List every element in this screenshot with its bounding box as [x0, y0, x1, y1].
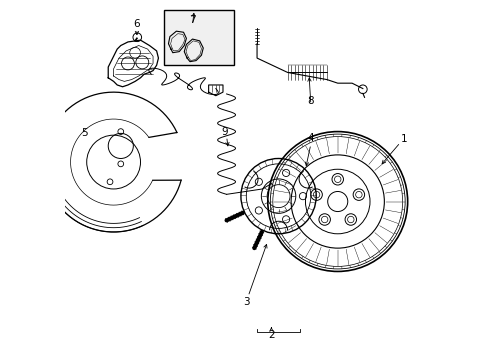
Text: 9: 9: [221, 127, 227, 136]
Text: 1: 1: [400, 134, 407, 144]
Bar: [163, 10, 233, 65]
Text: 3: 3: [243, 297, 249, 307]
Text: 5: 5: [81, 129, 88, 138]
Text: 2: 2: [267, 330, 274, 340]
Text: 6: 6: [133, 19, 140, 29]
Text: 7: 7: [189, 15, 195, 26]
Text: 8: 8: [307, 96, 313, 106]
Text: 4: 4: [307, 133, 313, 143]
